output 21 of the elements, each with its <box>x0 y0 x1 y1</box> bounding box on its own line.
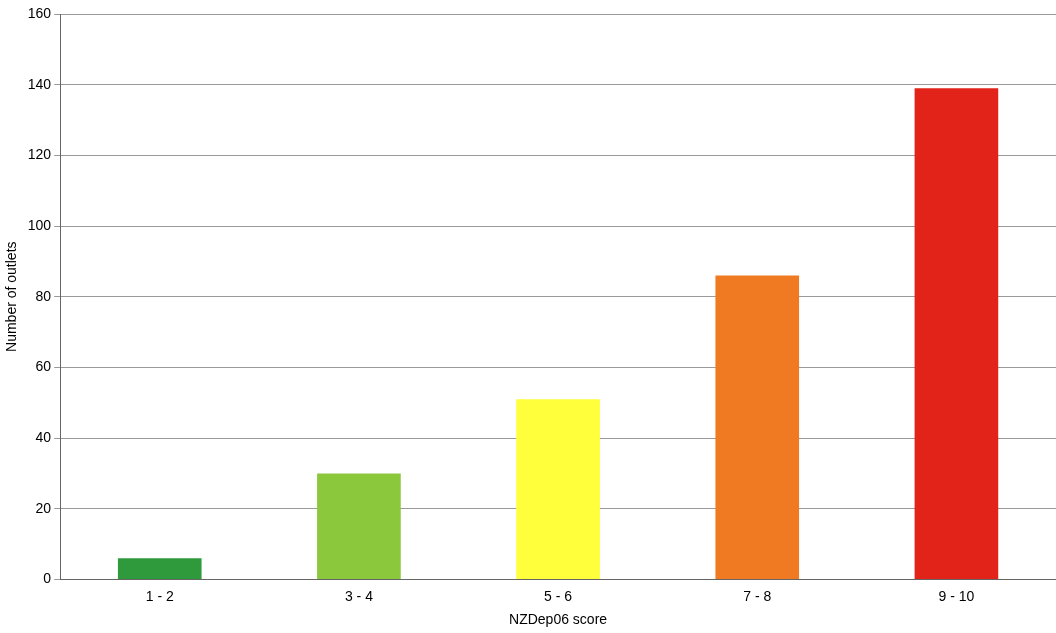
y-tick-label: 0 <box>43 570 52 587</box>
x-tick-label: 9 - 10 <box>938 587 975 604</box>
y-tick-label: 40 <box>35 428 52 445</box>
y-tick-label: 100 <box>27 216 52 233</box>
x-axis-title: NZDep06 score <box>509 611 608 628</box>
y-axis-title: Number of outlets <box>3 241 20 352</box>
y-tick-label: 140 <box>27 75 52 92</box>
bar <box>516 399 600 579</box>
x-tick-label: 7 - 8 <box>743 587 772 604</box>
bar <box>715 275 800 579</box>
bar <box>914 88 999 579</box>
y-tick-label: 60 <box>35 358 52 375</box>
y-tick-label: 120 <box>27 146 52 163</box>
y-tick-label: 80 <box>35 287 52 304</box>
bar <box>117 558 202 579</box>
x-tick-label: 5 - 6 <box>544 587 573 604</box>
x-tick-label: 3 - 4 <box>344 587 374 604</box>
y-tick-label: 160 <box>27 4 52 21</box>
y-tick-label: 20 <box>35 499 52 516</box>
bar <box>317 473 401 579</box>
x-tick-label: 1 - 2 <box>145 587 174 604</box>
